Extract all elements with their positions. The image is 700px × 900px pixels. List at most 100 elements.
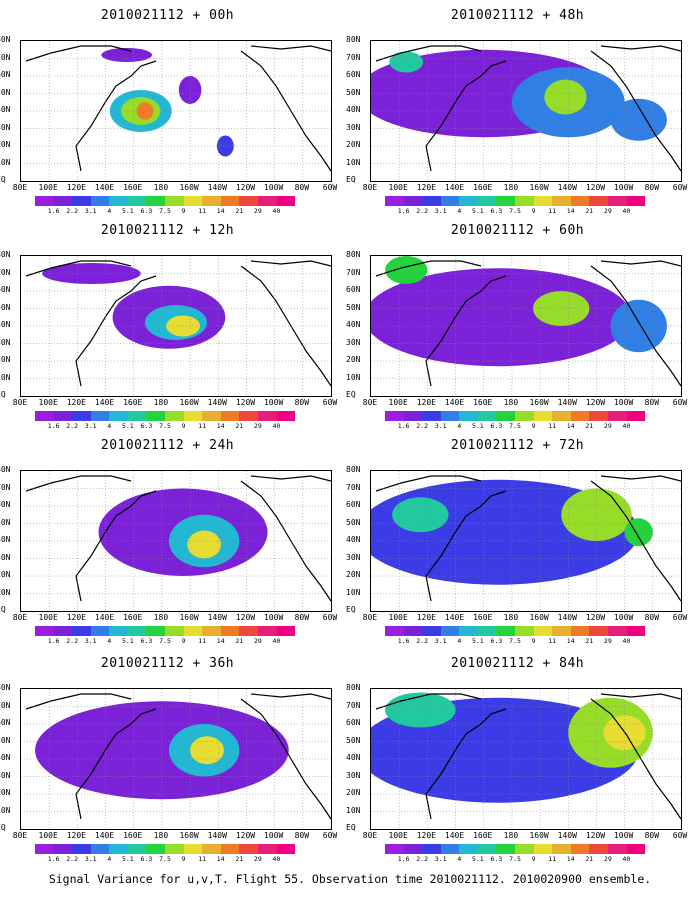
colorbar-swatch [385, 844, 404, 854]
colorbar-swatch [533, 411, 553, 421]
variance-contour [392, 497, 449, 533]
colorbar-swatch [459, 411, 478, 421]
lat-tick-label: 30N [0, 552, 11, 562]
colorbar-label: 7.5 [509, 855, 521, 863]
lat-tick-label: 10N [0, 372, 11, 382]
colorbar-label: 7.5 [509, 207, 521, 215]
lat-tick-label: 40N [346, 753, 361, 762]
colorbar-label: 6.3 [490, 422, 503, 430]
colorbar-label: 9 [531, 637, 536, 645]
lon-tick-label: 60W [322, 183, 338, 192]
lon-tick-label: 160E [473, 613, 493, 622]
lon-tick-label: 120W [235, 183, 256, 192]
panel-title: 2010021112 + 24h [100, 438, 235, 453]
lon-tick-label: 120E [66, 613, 86, 622]
panel-title: 2010021112 + 72h [450, 438, 585, 453]
lat-tick-label: EQ [0, 390, 6, 399]
panel-title: 2010021112 + 48h [450, 8, 585, 23]
lat-tick-label: 60N [0, 500, 11, 509]
lon-tick-label: 100W [613, 398, 634, 407]
lon-tick-label: 140E [444, 831, 465, 840]
variance-contour [610, 98, 667, 141]
lat-tick-label: 10N [0, 587, 11, 597]
lon-tick-label: 100E [388, 398, 408, 407]
colorbar-label: 11 [548, 422, 557, 430]
lat-tick-label: 30N [346, 122, 361, 132]
colorbar-swatch [496, 196, 516, 206]
lon-tick-label: 100E [38, 183, 58, 192]
colorbar-label: 40 [622, 855, 631, 863]
colorbar-swatch [257, 844, 277, 854]
lon-tick-label: 140E [94, 398, 115, 407]
lat-tick-label: 80N [0, 35, 11, 44]
colorbar-swatch [127, 844, 147, 854]
variance-contour [385, 256, 428, 284]
lat-tick-label: 60N [0, 70, 11, 79]
colorbar-label: 9 [531, 855, 536, 863]
map-area [20, 255, 332, 397]
colorbar-label: 3.1 [434, 637, 447, 645]
colorbar-swatch [552, 196, 571, 206]
colorbar-swatch [239, 844, 258, 854]
lon-tick-label: 180 [153, 613, 169, 622]
colorbar-swatch [35, 411, 54, 421]
lon-tick-label: 160W [529, 613, 549, 622]
lat-tick-label: 70N [346, 267, 361, 277]
lon-tick-label: 100W [263, 831, 284, 840]
lon-tick-label: 80W [644, 613, 660, 622]
lon-tick-label: 180 [153, 183, 169, 192]
lon-tick-label: 80E [12, 613, 28, 622]
colorbar-swatch [570, 196, 590, 206]
colorbar-swatch [53, 411, 73, 421]
colorbar-label: 5.1 [471, 855, 484, 863]
colorbar-swatch [90, 196, 110, 206]
colorbar-label: 14 [566, 855, 575, 863]
map-area [20, 470, 332, 612]
variance-contour [187, 530, 222, 559]
colorbar-swatch [202, 626, 221, 636]
lon-tick-label: 160E [123, 183, 143, 192]
lon-tick-label: 80W [644, 398, 660, 407]
colorbar-swatch [165, 844, 184, 854]
lon-tick-label: 140W [207, 183, 227, 192]
colorbar-swatch [202, 844, 221, 854]
lon-tick-label: 160W [529, 183, 549, 192]
lat-tick-label: 70N [0, 482, 11, 492]
lat-tick-label: 40N [0, 105, 11, 114]
lat-tick-label: EQ [346, 823, 356, 832]
variance-contour [101, 48, 153, 62]
colorbar-swatch [109, 196, 128, 206]
colorbar-swatch [477, 626, 497, 636]
colorbar-swatch [570, 844, 590, 854]
lat-tick-label: 10N [346, 372, 361, 382]
lat-tick-label: EQ [346, 175, 356, 184]
lat-tick-label: 30N [346, 337, 361, 347]
map-panel: 2010021112 + 12h 80N 70N 60N 50N 40N 30N 20N 10N… [0, 215, 337, 430]
colorbar-swatch [165, 626, 184, 636]
lon-tick-label: 120W [235, 831, 256, 840]
panel-title: 2010021112 + 12h [100, 223, 235, 238]
lat-tick-label: 50N [346, 735, 361, 745]
lat-tick-label: EQ [0, 175, 6, 184]
lon-tick-label: 160W [529, 831, 549, 840]
colorbar-swatch [239, 626, 258, 636]
colorbar-swatch [626, 411, 646, 421]
lon-tick-label: 160E [473, 183, 493, 192]
colorbar-label: 9 [531, 207, 536, 215]
lon-tick-label: 80E [362, 398, 378, 407]
colorbar-label: 5.1 [121, 637, 134, 645]
colorbar-label: 1.6 [397, 637, 410, 645]
lat-tick-label: 40N [346, 320, 361, 329]
colorbar-swatch [72, 626, 91, 636]
colorbar-swatch [607, 196, 627, 206]
lat-tick-label: 20N [0, 570, 11, 579]
lat-tick-label: 50N [346, 302, 361, 312]
colorbar [35, 844, 296, 854]
colorbar-swatch [440, 196, 460, 206]
colorbar-label: 1.6 [397, 422, 410, 430]
lat-tick-label: 70N [0, 52, 11, 62]
lon-tick-label: 120W [235, 613, 256, 622]
colorbar-label: 7.5 [509, 637, 521, 645]
map-area [370, 470, 682, 612]
lon-tick-label: 80W [644, 183, 660, 192]
